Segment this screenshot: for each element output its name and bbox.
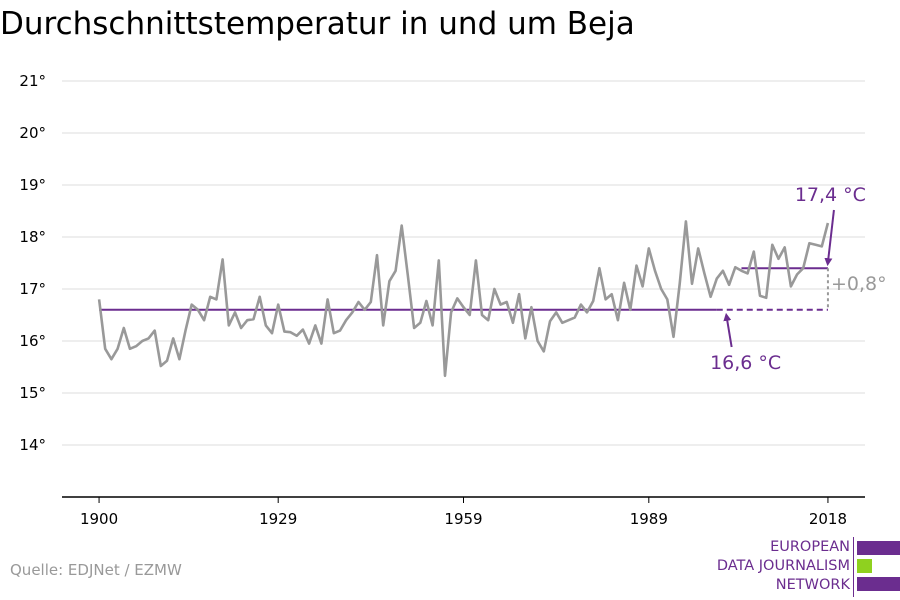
- baseline-average-label: 16,6 °C: [710, 352, 781, 374]
- annotations: 17,4 °C 16,6 °C +0,8°: [710, 184, 887, 374]
- temperature-line: [97, 220, 830, 378]
- grid-lines: [62, 80, 865, 446]
- y-tick-label: 19°: [19, 176, 46, 194]
- recent-average-label: 17,4 °C: [795, 184, 866, 206]
- y-tick-label: 18°: [19, 228, 46, 246]
- edjnet-logo: EUROPEAN DATA JOURNALISM NETWORK: [700, 537, 900, 597]
- logo-bar-2: [857, 559, 872, 573]
- logo-separator: [853, 537, 854, 597]
- baseline-label-arrow: [723, 312, 733, 348]
- x-tick-label: 1959: [444, 510, 482, 528]
- logo-line-1: EUROPEAN: [770, 539, 850, 555]
- chart-title: Durchschnittstemperatur in und um Beja: [0, 6, 635, 42]
- temperature-series: [97, 220, 830, 378]
- logo-bar-1: [857, 541, 900, 555]
- recent-label-arrow: [824, 209, 835, 267]
- y-tick-label: 16°: [19, 332, 46, 350]
- logo-line-3: NETWORK: [775, 577, 850, 593]
- x-tick-label: 1989: [630, 510, 668, 528]
- x-tick-label: 2018: [809, 510, 847, 528]
- y-tick-label: 20°: [19, 124, 46, 142]
- y-tick-label: 15°: [19, 384, 46, 402]
- y-tick-label: 21°: [19, 72, 46, 90]
- logo-line-2: DATA JOURNALISM: [716, 558, 850, 574]
- logo-bar-3: [857, 577, 900, 591]
- x-tick-label: 1900: [80, 510, 118, 528]
- y-tick-label: 14°: [19, 436, 46, 454]
- y-axis-tick-labels: 14° 15° 16° 17° 18° 19° 20° 21°: [19, 72, 46, 454]
- x-axis-ticks: 1900 1929 1959 1989 2018: [80, 497, 847, 528]
- source-note: Quelle: EDJNet / EZMW: [10, 561, 182, 579]
- delta-label: +0,8°: [831, 273, 887, 295]
- y-tick-label: 17°: [19, 280, 46, 298]
- x-tick-label: 1929: [259, 510, 297, 528]
